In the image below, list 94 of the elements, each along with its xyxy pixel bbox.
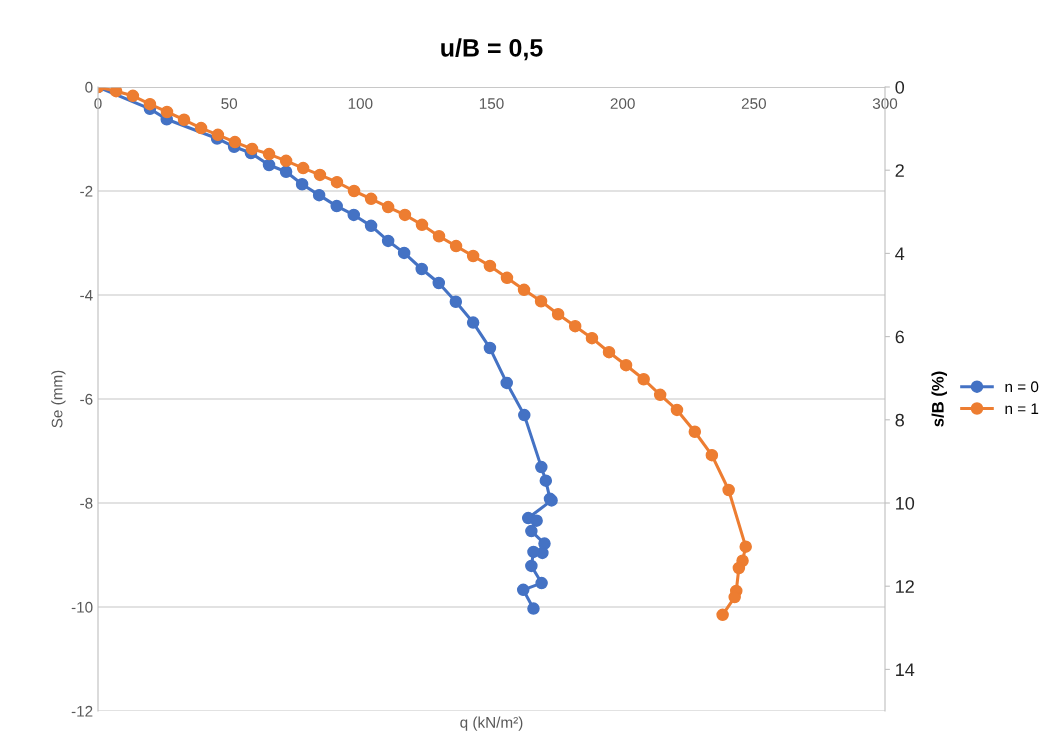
point: [525, 559, 538, 573]
y-tick-label: 0: [85, 81, 93, 93]
point: [619, 358, 633, 372]
point: [585, 331, 599, 345]
point: [728, 590, 741, 604]
point: [177, 113, 191, 127]
point: [397, 246, 411, 260]
y-tick-label: -6: [80, 393, 93, 405]
point: [534, 294, 548, 308]
point: [228, 135, 242, 149]
point: [432, 229, 446, 243]
point: [535, 576, 548, 590]
point: [449, 295, 463, 309]
y-tick-label: -2: [80, 185, 93, 197]
point: [449, 239, 463, 253]
x-tick-label: 250: [741, 98, 766, 109]
point: [705, 448, 719, 462]
point: [688, 425, 702, 439]
x-axis-title: q (kN/m²): [460, 716, 523, 731]
x-tick-label: 0: [94, 98, 102, 109]
point: [262, 147, 276, 161]
point: [527, 545, 540, 559]
x-tick-label: 300: [872, 98, 898, 109]
y2-tick-label: 4: [895, 247, 905, 260]
y-axis-title: Se (mm): [51, 370, 66, 428]
x-tick-label: 150: [479, 98, 504, 109]
point: [432, 276, 446, 290]
point: [716, 608, 729, 622]
point: [518, 408, 531, 422]
point: [330, 175, 344, 189]
y2-tick-label: 2: [895, 164, 904, 177]
y-tick-label: -10: [71, 601, 93, 613]
point: [347, 184, 361, 198]
legend-label: n = 1: [1005, 403, 1039, 414]
point: [143, 97, 157, 111]
point: [279, 165, 293, 179]
point: [466, 316, 480, 329]
point: [364, 192, 378, 206]
y2-tick-label: 14: [896, 663, 915, 676]
point: [732, 561, 746, 575]
point: [312, 188, 326, 202]
point: [415, 262, 428, 276]
point: [530, 514, 543, 527]
point: [398, 208, 412, 222]
point: [670, 403, 684, 417]
point: [516, 583, 530, 597]
point: [527, 602, 540, 615]
y-tick-label: -8: [80, 497, 93, 509]
point: [364, 219, 378, 233]
point: [483, 259, 497, 273]
point: [194, 121, 208, 135]
point: [381, 234, 395, 248]
point: [637, 372, 650, 386]
y2-tick-label: 8: [895, 413, 904, 427]
point: [500, 376, 513, 390]
x-tick-label: 100: [348, 98, 373, 109]
point: [262, 158, 276, 172]
x-tick-label: 200: [610, 98, 635, 109]
point: [739, 540, 752, 553]
point: [160, 105, 174, 119]
point: [500, 271, 514, 285]
point: [347, 208, 361, 222]
legend-label: n = 0: [1005, 381, 1039, 393]
point: [381, 200, 395, 214]
point: [535, 460, 548, 474]
x-tick-label: 50: [221, 98, 238, 109]
point: [279, 154, 293, 168]
point: [245, 142, 259, 156]
y2-tick-label: 0: [895, 80, 905, 94]
y-tick-label: -12: [71, 705, 93, 717]
y2-tick-label: 6: [895, 330, 904, 344]
point: [525, 524, 538, 538]
point: [109, 87, 123, 98]
point: [330, 199, 343, 213]
point: [466, 249, 480, 263]
point: [295, 177, 309, 191]
point: [602, 345, 616, 359]
point: [539, 474, 553, 487]
point: [653, 388, 667, 402]
point: [568, 319, 582, 333]
point: [296, 161, 310, 175]
y2-tick-label: 12: [896, 580, 914, 593]
point: [211, 128, 225, 142]
point: [415, 218, 429, 232]
point: [313, 168, 327, 182]
point: [517, 283, 531, 297]
chart-title: u/B = 0,5: [441, 38, 543, 61]
y2-axis-title: s/B (%): [931, 371, 948, 427]
point: [722, 483, 735, 497]
y2-tick-label: 10: [896, 496, 915, 510]
point: [126, 89, 140, 103]
point: [483, 341, 497, 355]
y-tick-label: -4: [80, 290, 93, 301]
point: [551, 307, 565, 321]
